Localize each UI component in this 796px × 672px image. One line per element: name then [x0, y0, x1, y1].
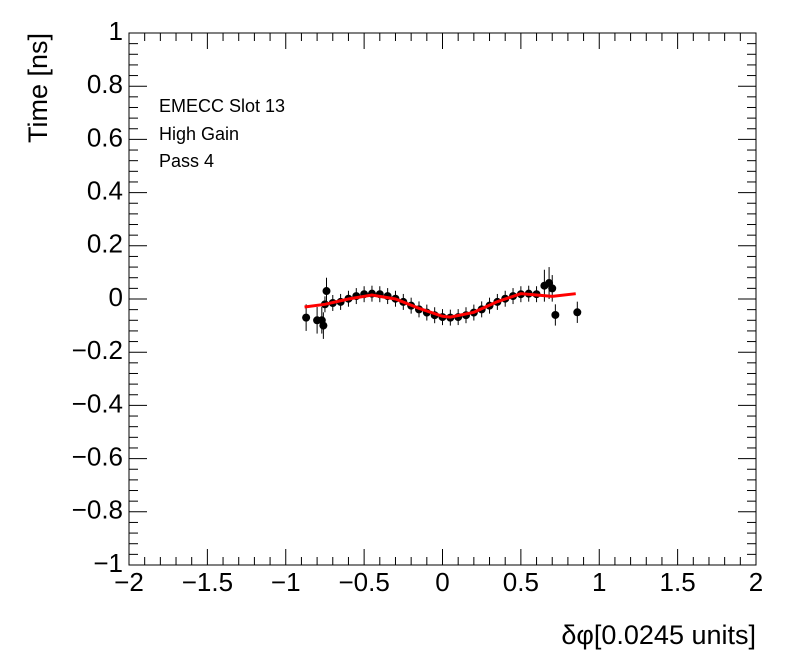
x-tick-label: 1 [592, 567, 606, 597]
data-point [319, 321, 328, 330]
data-point [322, 287, 331, 296]
x-tick-label: −2 [114, 567, 144, 597]
fit-line [304, 292, 576, 319]
y-tick-label: −0.2 [72, 335, 123, 365]
y-tick-label: 0.8 [87, 69, 123, 99]
x-tick-label: 1.5 [660, 567, 696, 597]
y-tick-label: 1 [109, 16, 123, 46]
annotation: High Gain [159, 124, 239, 144]
data-point [573, 308, 582, 317]
x-tick-label: 0 [435, 567, 449, 597]
annotation: Pass 4 [159, 151, 214, 171]
y-tick-label: 0.4 [87, 175, 123, 205]
y-tick-label: 0 [109, 282, 123, 312]
x-axis-label: δφ[0.0245 units] [561, 620, 756, 650]
y-tick-label: 0.6 [87, 122, 123, 152]
data-point [551, 310, 560, 319]
y-tick-label: −0.4 [72, 388, 123, 418]
y-tick-label: −0.6 [72, 441, 123, 471]
annotation: EMECC Slot 13 [159, 96, 285, 116]
y-tick-label: 0.2 [87, 229, 123, 259]
x-tick-label: 0.5 [503, 567, 539, 597]
y-tick-label: −0.8 [72, 495, 123, 525]
y-axis-label: Time [ns] [23, 33, 53, 143]
data-point [302, 313, 311, 322]
x-tick-label: −1 [271, 567, 301, 597]
x-tick-label: −1.5 [182, 567, 233, 597]
data-point [548, 284, 557, 293]
x-tick-label: 2 [749, 567, 763, 597]
y-tick-label: −1 [93, 548, 123, 578]
x-tick-label: −0.5 [338, 567, 389, 597]
